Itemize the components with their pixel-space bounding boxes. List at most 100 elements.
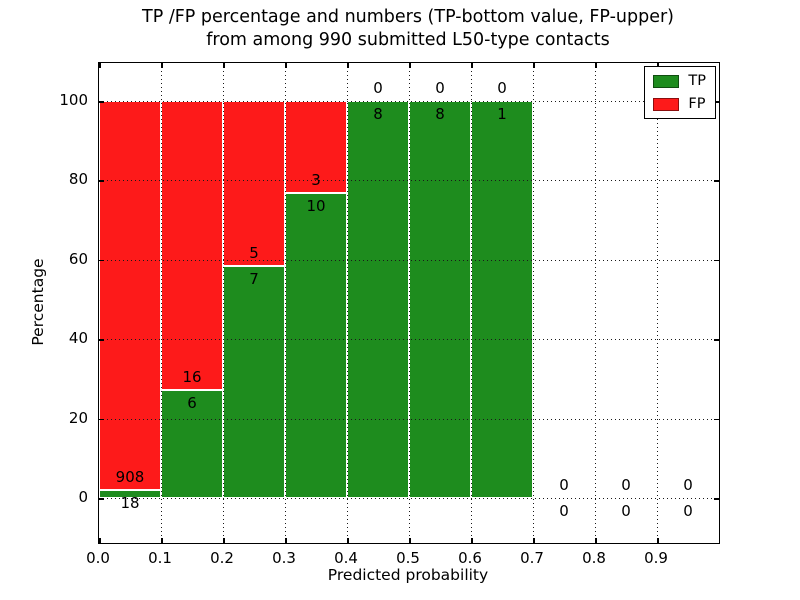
gridline-vertical	[223, 63, 224, 543]
y-tick-mark-right	[714, 259, 719, 262]
x-tick-mark-top	[471, 63, 473, 68]
y-tick-label: 100	[59, 91, 88, 109]
tp-legend-label: TP	[688, 73, 706, 89]
x-tick-mark-top	[533, 63, 535, 68]
fp-count-label: 0	[559, 476, 569, 494]
plot-area: TP FP 908 18 16 6 5 7 3 10 0 8 0 8 0 1 0 0 0 0 0 0	[98, 62, 720, 544]
x-tick-mark-top	[223, 63, 225, 68]
x-tick-mark-top	[285, 63, 287, 68]
fp-count-label: 3	[311, 170, 321, 189]
x-tick-mark-bottom	[409, 538, 411, 543]
gridline-vertical	[409, 63, 410, 543]
tp-count-label: 0	[559, 502, 569, 520]
y-tick-mark-right	[714, 498, 719, 500]
tp-count-label: 7	[249, 270, 259, 289]
bar-segment-fp	[223, 101, 285, 267]
fp-count-label: 0	[373, 79, 383, 97]
y-tick-label: 80	[68, 170, 88, 189]
tp-count-label: 6	[187, 393, 197, 412]
x-tick-mark-top	[99, 63, 101, 68]
fp-count-label: 0	[621, 476, 631, 494]
bar-segment-tp	[99, 490, 161, 498]
bar-segment-tp	[471, 101, 533, 498]
x-tick-label: 0.9	[644, 549, 668, 567]
tp-count-label: 10	[306, 196, 326, 215]
y-tick-label: 20	[68, 408, 88, 427]
chart-title: TP /FP percentage and numbers (TP-bottom…	[98, 6, 718, 52]
x-tick-mark-bottom	[99, 538, 101, 543]
bar-segment-tp	[161, 389, 223, 498]
fp-count-label: 0	[435, 79, 445, 97]
y-tick-mark-left	[99, 259, 104, 262]
x-tick-mark-top	[595, 63, 597, 68]
y-tick-mark-left	[99, 180, 104, 182]
legend-item-tp: TP	[653, 73, 706, 89]
x-tick-label: 0.5	[396, 549, 420, 567]
tp-count-label: 8	[435, 105, 445, 123]
y-tick-mark-left	[99, 101, 104, 103]
fp-count-label: 0	[497, 79, 507, 97]
x-tick-mark-bottom	[161, 538, 163, 543]
y-tick-mark-left	[99, 418, 104, 421]
gridline-vertical	[657, 63, 658, 543]
fp-legend-swatch	[653, 97, 680, 111]
gridline-vertical	[285, 63, 286, 543]
x-tick-mark-bottom	[471, 538, 473, 543]
chart-title-line2: from among 990 submitted L50-type contac…	[206, 30, 610, 50]
x-tick-mark-top	[657, 63, 659, 68]
fp-count-label: 908	[115, 468, 145, 487]
y-tick-mark-right	[714, 418, 719, 421]
bar-segment-fp	[161, 101, 223, 390]
gridline-vertical	[595, 63, 596, 543]
gridline-vertical	[161, 63, 162, 543]
y-tick-label: 0	[78, 488, 88, 506]
tp-legend-swatch	[653, 74, 680, 88]
legend: TP FP	[644, 66, 716, 119]
x-tick-label: 0.8	[582, 549, 606, 567]
x-tick-label: 0.0	[86, 549, 110, 567]
x-tick-mark-top	[347, 63, 349, 68]
gridline-vertical	[471, 63, 472, 543]
x-tick-label: 0.6	[458, 549, 482, 567]
x-tick-mark-bottom	[223, 538, 225, 543]
fp-count-label: 5	[249, 244, 259, 263]
chart-title-line1: TP /FP percentage and numbers (TP-bottom…	[142, 7, 674, 27]
tp-count-label: 0	[621, 502, 631, 520]
fp-count-label: 0	[683, 476, 693, 494]
tp-count-label: 18	[120, 494, 140, 513]
x-tick-label: 0.2	[210, 549, 234, 567]
y-tick-mark-right	[714, 339, 719, 341]
fp-legend-label: FP	[688, 96, 706, 112]
y-tick-mark-left	[99, 498, 104, 500]
gridline-vertical	[533, 63, 534, 543]
y-tick-mark-right	[714, 101, 719, 103]
tp-count-label: 8	[373, 105, 383, 123]
gridline-vertical	[347, 63, 348, 543]
x-axis-label: Predicted probability	[327, 566, 489, 584]
x-tick-label: 0.7	[520, 549, 544, 567]
bar-segment-tp	[347, 101, 409, 498]
y-tick-label: 60	[68, 249, 88, 268]
fp-count-label: 16	[182, 367, 202, 386]
x-tick-label: 0.1	[148, 549, 172, 567]
bar-segment-tp	[409, 101, 471, 498]
x-tick-mark-bottom	[533, 538, 535, 543]
x-tick-label: 0.4	[334, 549, 358, 567]
x-tick-mark-bottom	[595, 538, 597, 543]
x-tick-mark-top	[409, 63, 411, 68]
bar-segment-tp	[223, 266, 285, 498]
y-tick-mark-right	[714, 180, 719, 182]
x-tick-mark-top	[161, 63, 163, 68]
tp-count-label: 0	[683, 502, 693, 520]
x-tick-mark-bottom	[285, 538, 287, 543]
bar-segment-fp	[99, 101, 161, 491]
x-tick-label: 0.3	[272, 549, 296, 567]
x-tick-mark-bottom	[657, 538, 659, 543]
bar-segment-tp	[285, 192, 347, 498]
legend-item-fp: FP	[653, 96, 706, 112]
y-tick-mark-left	[99, 339, 104, 341]
y-tick-label: 40	[68, 329, 88, 348]
x-tick-mark-bottom	[347, 538, 349, 543]
tp-count-label: 1	[497, 105, 507, 123]
